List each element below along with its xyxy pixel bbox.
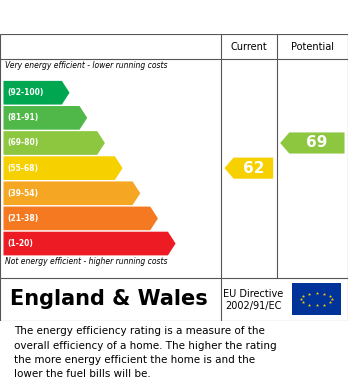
Polygon shape [3, 181, 140, 205]
Text: (55-68): (55-68) [8, 163, 39, 173]
Text: (92-100): (92-100) [8, 88, 44, 97]
Text: Current: Current [230, 41, 267, 52]
Polygon shape [3, 232, 176, 255]
Text: C: C [105, 136, 116, 150]
Polygon shape [3, 206, 158, 230]
Polygon shape [3, 81, 70, 104]
Text: D: D [123, 161, 134, 175]
Text: EU Directive: EU Directive [223, 289, 283, 299]
Text: Energy Efficiency Rating: Energy Efficiency Rating [10, 8, 239, 26]
Bar [292, 283, 341, 316]
Text: (39-54): (39-54) [8, 189, 39, 198]
Text: Very energy efficient - lower running costs: Very energy efficient - lower running co… [5, 61, 168, 70]
Text: (21-38): (21-38) [8, 214, 39, 223]
Text: Not energy efficient - higher running costs: Not energy efficient - higher running co… [5, 257, 168, 266]
Text: (1-20): (1-20) [8, 239, 33, 248]
Polygon shape [224, 158, 273, 179]
Text: E: E [141, 186, 150, 200]
Text: Potential: Potential [291, 41, 334, 52]
Polygon shape [280, 133, 345, 154]
Text: (69-80): (69-80) [8, 138, 39, 147]
Text: B: B [88, 111, 98, 125]
Text: 69: 69 [306, 136, 327, 151]
Polygon shape [3, 106, 87, 130]
Text: England & Wales: England & Wales [10, 289, 208, 309]
Text: F: F [158, 212, 168, 225]
Text: 2002/91/EC: 2002/91/EC [225, 301, 281, 310]
Text: (81-91): (81-91) [8, 113, 39, 122]
Polygon shape [3, 131, 105, 155]
Text: The energy efficiency rating is a measure of the
overall efficiency of a home. T: The energy efficiency rating is a measur… [14, 326, 277, 379]
Text: 62: 62 [243, 161, 264, 176]
Text: A: A [70, 86, 81, 100]
Polygon shape [3, 156, 122, 180]
Text: G: G [176, 237, 187, 251]
